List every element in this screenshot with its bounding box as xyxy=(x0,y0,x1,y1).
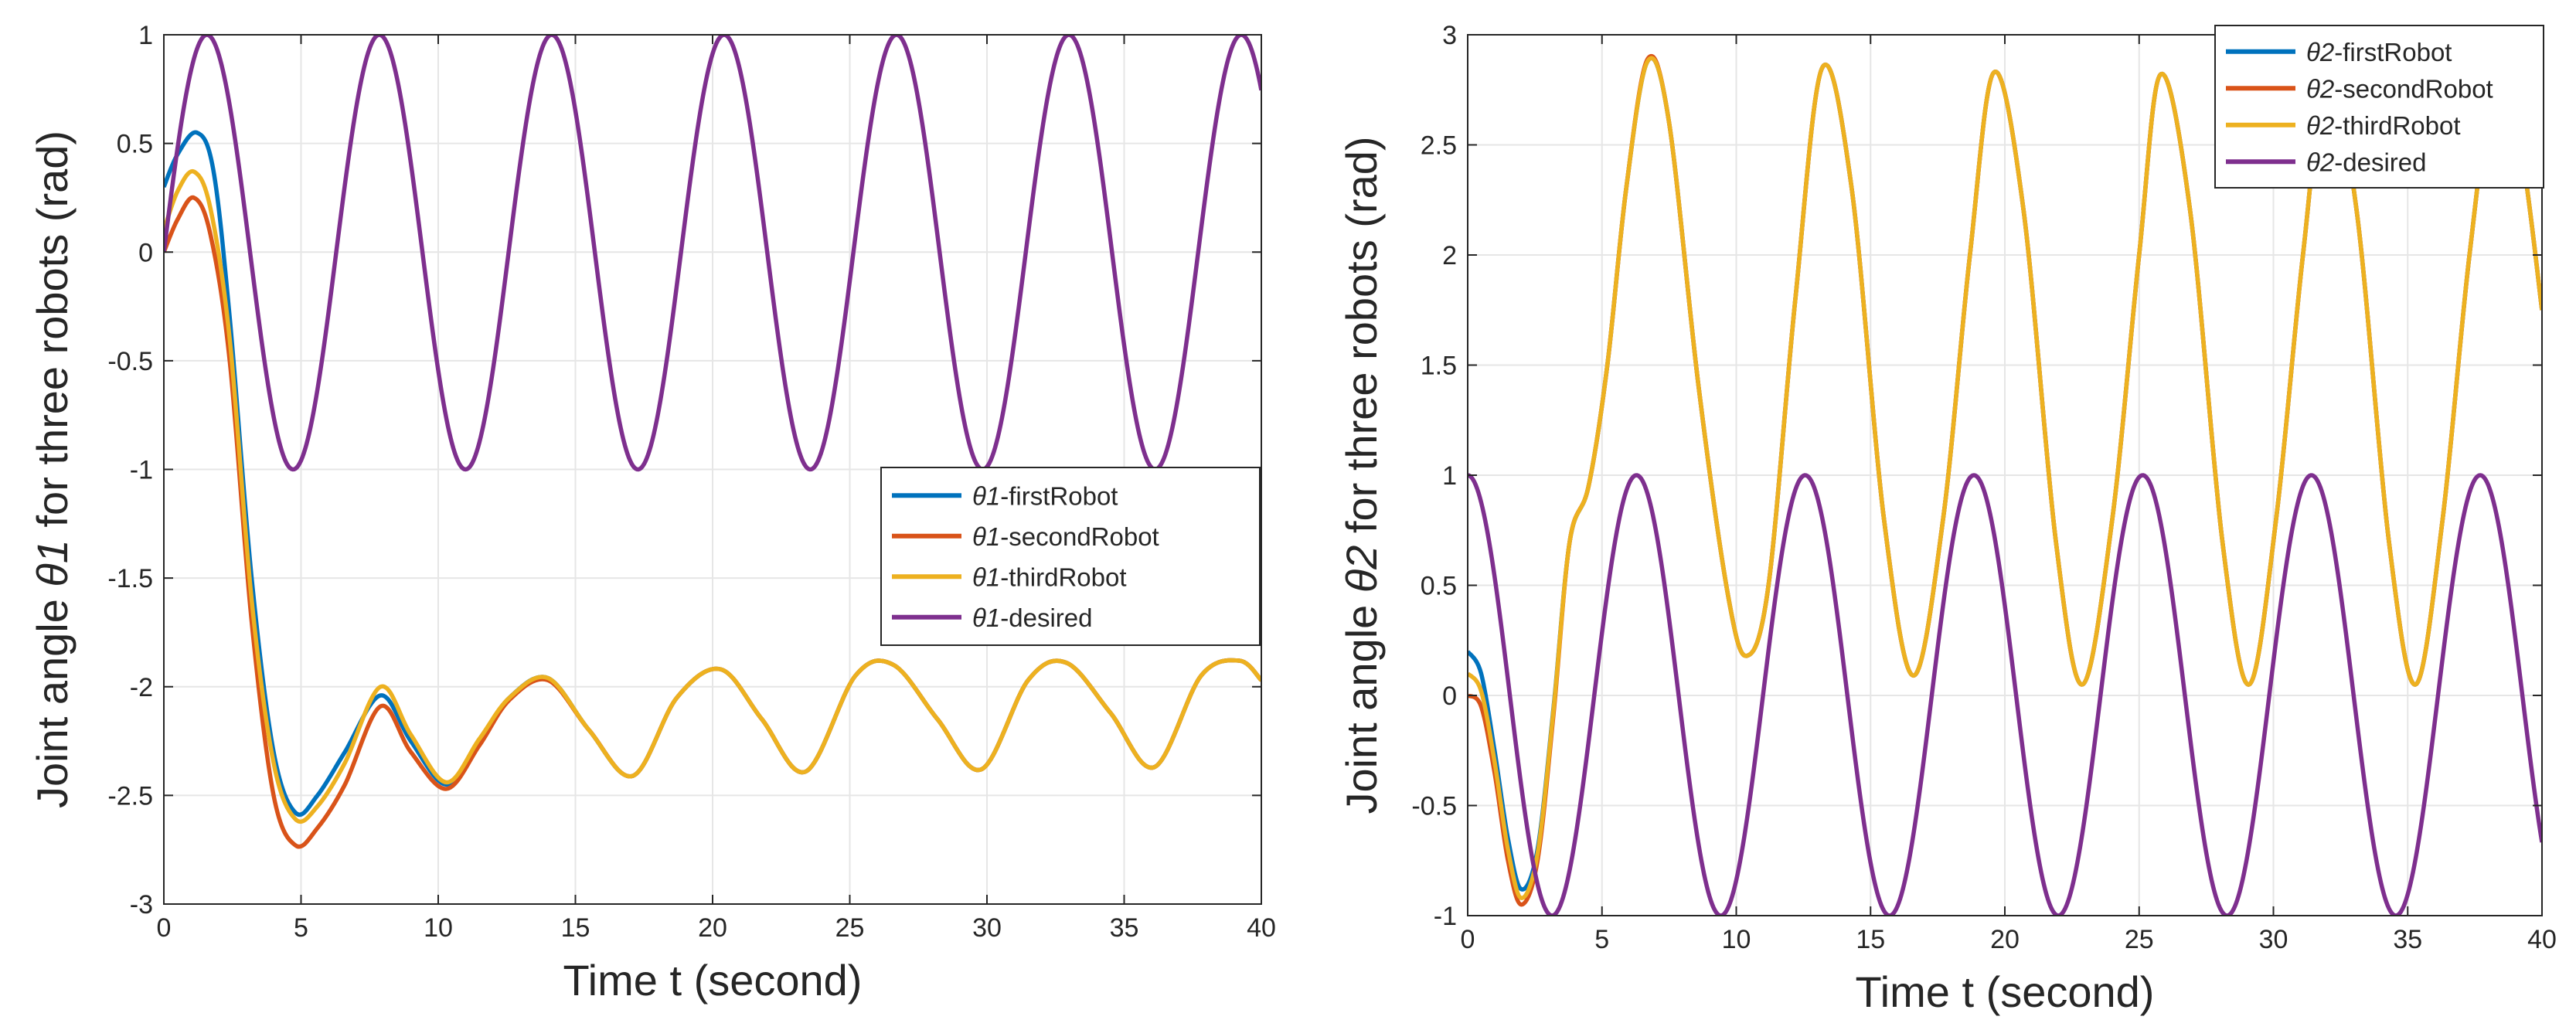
y-tick-label: -1.5 xyxy=(107,564,153,593)
y-tick-label: -1 xyxy=(130,456,153,485)
y-tick-label: 1 xyxy=(1442,461,1457,491)
x-tick-label: 10 xyxy=(424,913,453,943)
y-tick-label: -0.5 xyxy=(107,347,153,376)
x-tick-label: 0 xyxy=(157,913,172,943)
series-line-2 xyxy=(164,168,1261,824)
x-tick-label: 15 xyxy=(1856,925,1885,954)
series-line-3 xyxy=(164,35,1261,472)
legend: θ1-firstRobot θ1-secondRobot θ1-thirdRobot… xyxy=(880,467,1261,646)
x-tick-label: 40 xyxy=(2527,925,2557,954)
chart-theta1: 0 5 10 15 20 25 30 35 40 -3 -2.5 -2 -1.5 -1 -0.5 0 0.5 1 T… xyxy=(28,21,1276,1005)
legend-label-1: θ2-secondRobot xyxy=(2306,74,2493,103)
x-tick-label: 5 xyxy=(1594,925,1609,954)
x-tick-label: 15 xyxy=(561,913,590,943)
chart-theta2: 0 5 10 15 20 25 30 35 40 -1 -0.5 0 0.5 1 1.5 2 2.5 3 Time … xyxy=(1337,21,2557,1016)
x-tick-label: 20 xyxy=(698,913,727,943)
x-tick-label: 40 xyxy=(1247,913,1276,943)
y-tick-label: 3 xyxy=(1442,21,1457,50)
y-tick-label: 1 xyxy=(138,21,153,50)
x-axis-label: Time t (second) xyxy=(1856,967,2155,1016)
y-tick-label: 0 xyxy=(138,238,153,267)
series-group xyxy=(1468,53,2542,916)
legend-label-3: θ1-desired xyxy=(972,603,1093,632)
y-tick-label: 0.5 xyxy=(1421,572,1457,601)
y-axis-label: Joint angle θ1 for three robots (rad) xyxy=(28,131,77,808)
legend-label-1: θ1-secondRobot xyxy=(972,522,1159,551)
y-tick-label: -2.5 xyxy=(107,781,153,811)
series-line-3 xyxy=(1468,473,2542,916)
legend-label-3: θ2-desired xyxy=(2306,148,2427,176)
x-tick-label: 5 xyxy=(294,913,308,943)
y-tick-label: -3 xyxy=(130,890,153,920)
x-tick-label: 0 xyxy=(1461,925,1475,954)
legend-label-0: θ1-firstRobot xyxy=(972,481,1118,510)
legend-label-2: θ1-thirdRobot xyxy=(972,563,1127,591)
legend-label-0: θ2-firstRobot xyxy=(2306,38,2452,66)
y-tick-label: 0.5 xyxy=(117,130,153,159)
x-tick-label: 30 xyxy=(972,913,1002,943)
x-tick-label: 35 xyxy=(2393,925,2422,954)
x-tick-label: 35 xyxy=(1110,913,1139,943)
legend-label-2: θ2-thirdRobot xyxy=(2306,111,2461,140)
y-tick-label: 2 xyxy=(1442,241,1457,270)
y-axis-label: Joint angle θ2 for three robots (rad) xyxy=(1337,136,1386,814)
x-axis-label: Time t (second) xyxy=(563,956,863,1005)
x-tick-label: 30 xyxy=(2259,925,2288,954)
series-line-2 xyxy=(1468,56,2542,900)
legend: θ2-firstRobot θ2-secondRobot θ2-thirdRobot… xyxy=(2214,25,2544,189)
y-tick-label: 0 xyxy=(1442,682,1457,711)
y-tick-label: -0.5 xyxy=(1411,792,1457,821)
x-tick-label: 10 xyxy=(1722,925,1751,954)
y-tick-label: 1.5 xyxy=(1421,352,1457,381)
series-group xyxy=(164,35,1261,849)
x-tick-label: 25 xyxy=(835,913,865,943)
x-tick-label: 20 xyxy=(1990,925,2020,954)
y-tick-label: -1 xyxy=(1434,902,1457,931)
y-tick-label: 2.5 xyxy=(1421,131,1457,161)
x-tick-label: 25 xyxy=(2125,925,2154,954)
y-tick-label: -2 xyxy=(130,673,153,702)
